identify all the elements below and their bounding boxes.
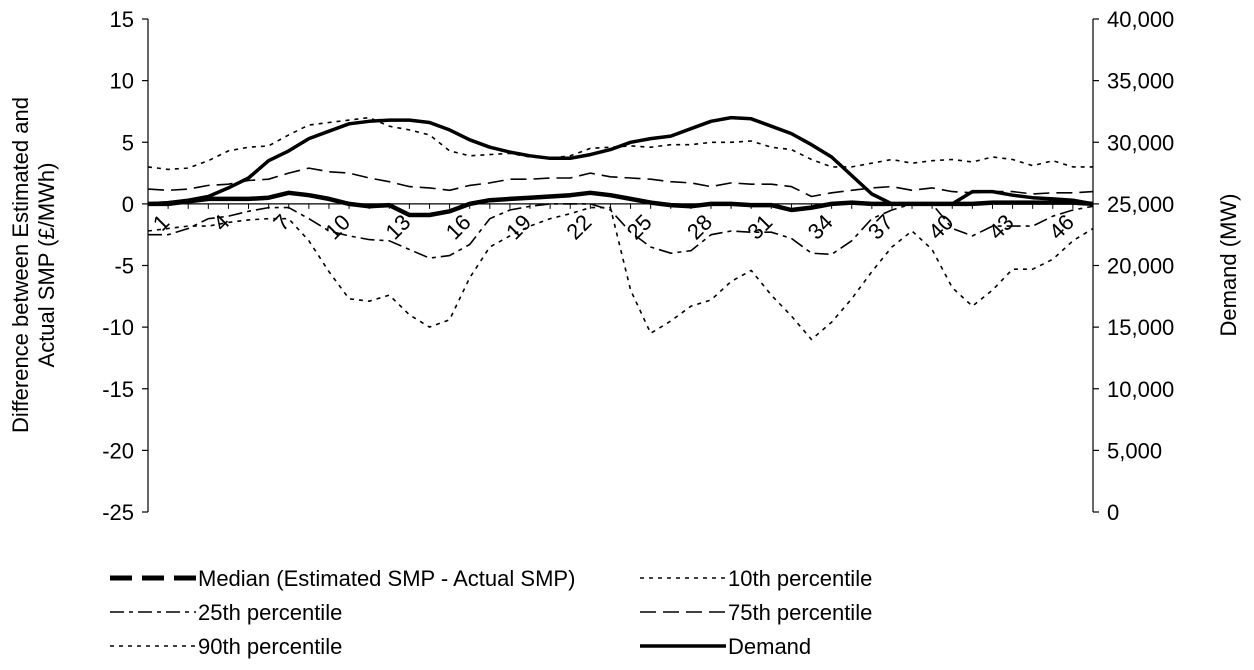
left-tick-label: 15 — [110, 7, 134, 32]
x-tick-label: 28 — [682, 209, 717, 244]
right-tick-label: 25,000 — [1107, 192, 1174, 217]
x-tick-label: 7 — [268, 209, 294, 235]
series-line-p25 — [148, 203, 1094, 259]
legend-label-p75: 75th percentile — [728, 600, 872, 625]
left-tick-label: -5 — [114, 254, 134, 279]
left-tick-label: -10 — [102, 315, 134, 340]
left-axis-title: Difference between Estimated andActual S… — [8, 97, 59, 433]
right-axis-title: Demand (MW) — [1216, 193, 1241, 336]
legend-label-p25: 25th percentile — [198, 600, 342, 625]
left-tick-label: 0 — [122, 192, 134, 217]
legend-label-demand: Demand — [728, 634, 811, 659]
series-lines — [147, 115, 1094, 341]
left-y-axis: 15 10 5 0 -5 -10 -15 -20 -25 — [102, 7, 149, 525]
x-tick-label: 37 — [863, 209, 898, 244]
series-line-p90 — [147, 116, 1093, 171]
right-tick-label: 15,000 — [1107, 315, 1174, 340]
left-tick-label: -20 — [102, 438, 134, 463]
x-axis: 1 4 7 10 13 16 19 22 25 28 31 34 37 40 43 46 — [147, 203, 1094, 244]
left-tick-label: 10 — [110, 69, 134, 94]
legend-label-p10: 10th percentile — [728, 566, 872, 591]
right-tick-label: 35,000 — [1107, 69, 1174, 94]
series-line-demand — [147, 115, 1094, 206]
right-tick-label: 10,000 — [1107, 377, 1174, 402]
left-tick-label: -25 — [102, 500, 134, 525]
legend: Median (Estimated SMP - Actual SMP) 10th … — [110, 566, 872, 659]
x-tick-label: 34 — [803, 209, 838, 244]
x-tick-label: 1 — [148, 209, 174, 235]
right-tick-label: 5,000 — [1107, 438, 1162, 463]
right-tick-label: 20,000 — [1107, 254, 1174, 279]
right-tick-label: 30,000 — [1107, 130, 1174, 155]
left-tick-label: -15 — [102, 377, 134, 402]
right-y-axis: 40,000 35,000 30,000 25,000 20,000 15,000 10,0… — [1092, 7, 1174, 525]
legend-label-median: Median (Estimated SMP - Actual SMP) — [198, 566, 575, 591]
x-tick-label: 46 — [1044, 209, 1079, 244]
left-tick-label: 5 — [122, 130, 134, 155]
x-tick-label: 19 — [501, 209, 536, 244]
x-tick-label: 16 — [441, 209, 476, 244]
legend-label-p90: 90th percentile — [198, 634, 342, 659]
right-tick-label: 0 — [1107, 500, 1119, 525]
x-tick-label: 31 — [742, 209, 777, 244]
right-tick-label: 40,000 — [1107, 7, 1174, 32]
x-tick-label: 10 — [320, 209, 355, 244]
